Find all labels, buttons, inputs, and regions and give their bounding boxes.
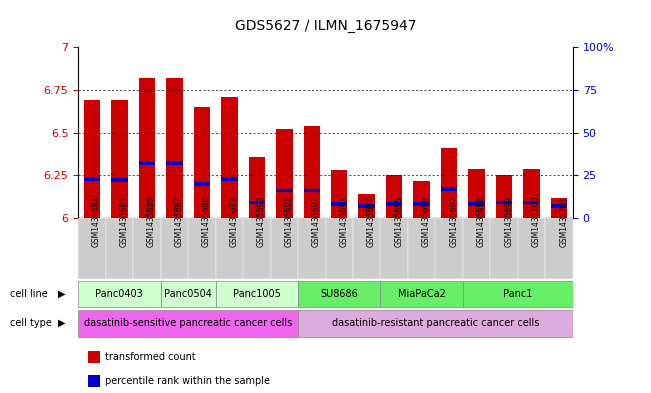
Bar [413, 180, 430, 218]
Text: GSM1435693: GSM1435693 [339, 196, 348, 247]
Bar [111, 100, 128, 218]
Bar [359, 194, 375, 218]
Bar [523, 169, 540, 218]
Bar [380, 281, 463, 307]
Bar [298, 218, 326, 279]
Text: GSM1435700: GSM1435700 [532, 196, 540, 247]
Text: dasatinib-resistant pancreatic cancer cells: dasatinib-resistant pancreatic cancer ce… [332, 318, 539, 328]
Text: dasatinib-sensitive pancreatic cancer cells: dasatinib-sensitive pancreatic cancer ce… [84, 318, 292, 328]
Bar [353, 218, 380, 279]
Bar [463, 218, 490, 279]
Bar [111, 178, 128, 182]
Text: GSM1435684: GSM1435684 [92, 196, 101, 247]
Text: GSM1435691: GSM1435691 [284, 196, 293, 247]
Text: GSM1435695: GSM1435695 [395, 196, 403, 247]
Bar [243, 218, 271, 279]
Bar [436, 218, 463, 279]
Bar [386, 202, 402, 206]
Text: GSM1435686: GSM1435686 [147, 196, 156, 247]
Bar [523, 201, 540, 204]
Bar [193, 182, 210, 185]
Bar [331, 202, 348, 206]
Text: cell line: cell line [10, 289, 48, 299]
Text: percentile rank within the sample: percentile rank within the sample [105, 376, 270, 386]
Bar [139, 162, 155, 165]
Bar [133, 218, 161, 279]
Text: GSM1435687: GSM1435687 [174, 196, 184, 247]
Bar [359, 204, 375, 208]
Bar [408, 218, 436, 279]
Bar [161, 218, 188, 279]
Bar [105, 218, 133, 279]
Text: GSM1435690: GSM1435690 [256, 196, 266, 247]
Text: GSM1435688: GSM1435688 [202, 196, 211, 247]
Bar [469, 169, 485, 218]
Bar [188, 218, 215, 279]
Bar [139, 78, 155, 218]
Text: GSM1435694: GSM1435694 [367, 196, 376, 247]
Text: GSM1435696: GSM1435696 [422, 196, 431, 247]
Bar [303, 126, 320, 218]
Bar [83, 100, 100, 218]
Text: GSM1435699: GSM1435699 [504, 196, 513, 247]
Bar [303, 189, 320, 193]
Text: Panc0504: Panc0504 [164, 289, 212, 299]
Bar [193, 107, 210, 218]
Bar [551, 204, 568, 208]
Text: GSM1435685: GSM1435685 [119, 196, 128, 247]
Bar [78, 310, 298, 336]
Text: transformed count: transformed count [105, 353, 196, 362]
Text: Panc1005: Panc1005 [233, 289, 281, 299]
Bar [386, 175, 402, 218]
Bar [298, 310, 573, 336]
Bar [413, 202, 430, 206]
Text: ▶: ▶ [58, 289, 66, 299]
Bar [496, 175, 512, 218]
Bar [88, 351, 100, 363]
Text: GSM1435701: GSM1435701 [559, 196, 568, 247]
Bar [88, 375, 100, 387]
Bar [83, 177, 100, 180]
Text: Panc1: Panc1 [503, 289, 533, 299]
Bar [161, 281, 215, 307]
Bar [78, 218, 105, 279]
Text: Panc0403: Panc0403 [96, 289, 143, 299]
Bar [298, 281, 380, 307]
Bar [271, 218, 298, 279]
Bar [546, 218, 573, 279]
Bar [551, 198, 568, 218]
Bar [331, 170, 348, 218]
Bar [215, 218, 243, 279]
Bar [469, 202, 485, 206]
Bar [326, 218, 353, 279]
Bar [441, 148, 458, 218]
Bar [249, 156, 265, 218]
Bar [221, 177, 238, 180]
Text: GSM1435689: GSM1435689 [229, 196, 238, 247]
Bar [249, 201, 265, 204]
Bar [166, 78, 182, 218]
Text: ▶: ▶ [58, 318, 66, 328]
Text: MiaPaCa2: MiaPaCa2 [398, 289, 446, 299]
Bar [496, 201, 512, 204]
Bar [490, 218, 518, 279]
Bar [221, 97, 238, 218]
Text: GSM1435692: GSM1435692 [312, 196, 321, 247]
Bar [380, 218, 408, 279]
Text: SU8686: SU8686 [320, 289, 358, 299]
Text: GSM1435697: GSM1435697 [449, 196, 458, 247]
Bar [463, 281, 573, 307]
Bar [276, 189, 292, 193]
Text: cell type: cell type [10, 318, 51, 328]
Bar [78, 281, 161, 307]
Text: GDS5627 / ILMN_1675947: GDS5627 / ILMN_1675947 [235, 19, 416, 33]
Bar [166, 162, 182, 165]
Bar [215, 281, 298, 307]
Bar [276, 129, 292, 218]
Text: GSM1435698: GSM1435698 [477, 196, 486, 247]
Bar [441, 187, 458, 191]
Bar [518, 218, 546, 279]
